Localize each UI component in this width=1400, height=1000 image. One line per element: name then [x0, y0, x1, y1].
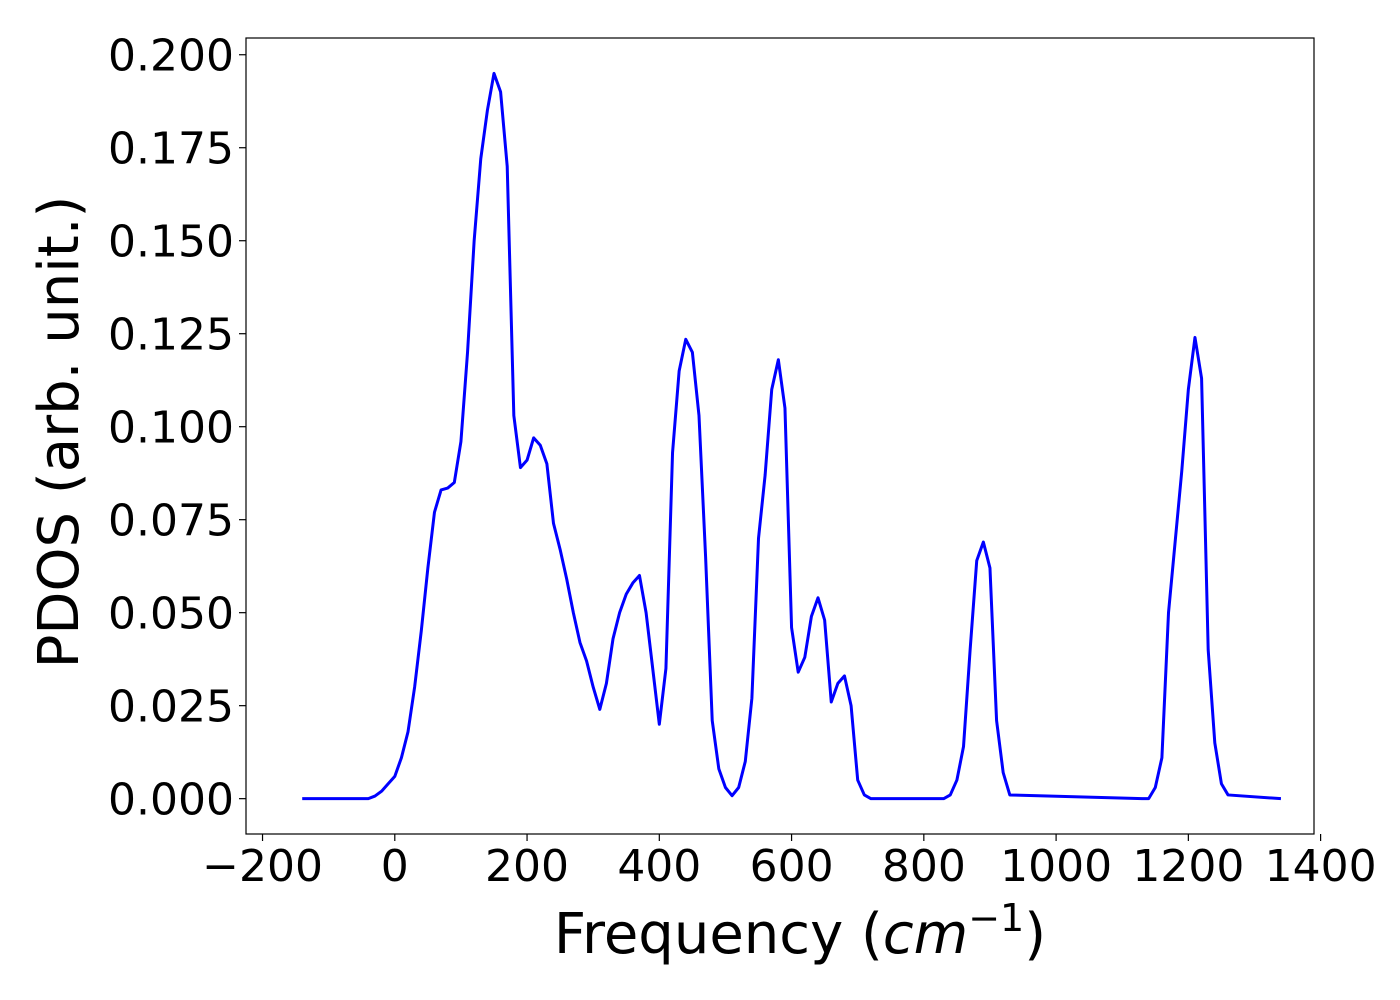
- x-tick-label: −200: [202, 841, 323, 892]
- x-tick-label: 800: [882, 841, 966, 892]
- y-tick-label: 0.175: [108, 124, 234, 175]
- y-tick-label: 0.125: [108, 310, 234, 361]
- y-tick-label: 0.025: [108, 682, 234, 733]
- x-axis: −200 0 200 400 600 800 1000 1200 1400: [202, 834, 1377, 892]
- y-tick-label: 0.100: [108, 403, 234, 454]
- x-tick-label: 400: [617, 841, 701, 892]
- y-tick-label: 0.000: [108, 775, 234, 826]
- y-tick-label: 0.050: [108, 589, 234, 640]
- plot-frame: [245, 37, 1315, 835]
- x-tick-label: 1200: [1132, 841, 1244, 892]
- x-tick-label: 200: [485, 841, 569, 892]
- y-axis: 0.000 0.025 0.050 0.075 0.100 0.125 0.150 0.175…: [108, 31, 246, 826]
- x-axis-label: Frequency (cm−1): [554, 896, 1046, 967]
- y-tick-label: 0.200: [108, 31, 234, 82]
- y-tick-label: 0.150: [108, 217, 234, 268]
- series-line-0: [302, 71, 1282, 801]
- y-axis-label: PDOS (arb. unit.): [27, 196, 92, 669]
- plot-area: [302, 71, 1282, 801]
- x-tick-label: 1000: [1000, 841, 1112, 892]
- y-tick-label: 0.075: [108, 496, 234, 547]
- x-tick-label: 600: [750, 841, 834, 892]
- x-tick-label: 0: [381, 841, 409, 892]
- x-tick-label: 1400: [1265, 841, 1377, 892]
